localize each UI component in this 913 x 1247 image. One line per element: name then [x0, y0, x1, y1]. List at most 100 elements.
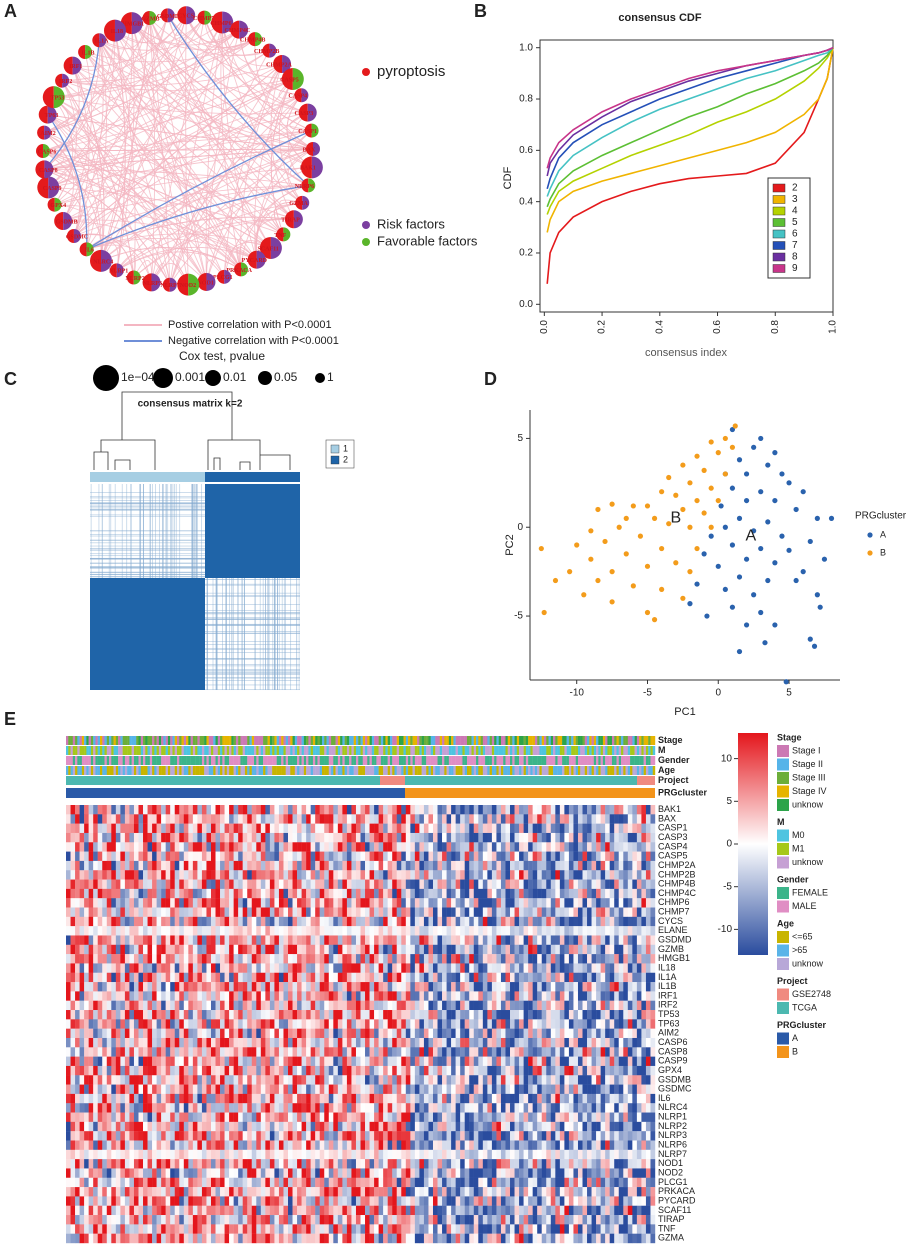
heatmap-cell [392, 832, 397, 843]
heatmap-cell [70, 944, 76, 955]
node-half [298, 103, 308, 122]
positive-edge [43, 23, 133, 134]
heatmap-cell [170, 870, 175, 880]
gene-node: NLRP2 [125, 270, 145, 285]
heatmap-cell [283, 832, 289, 843]
annotation-cell [464, 736, 468, 745]
heatmap-cell [537, 972, 542, 983]
heatmap-cell [306, 842, 311, 852]
heatmap-cell [428, 1019, 434, 1029]
heatmap-cell [188, 982, 194, 992]
heatmap-cell [188, 860, 194, 871]
heatmap-cell [84, 944, 89, 955]
heatmap-cell [419, 814, 425, 824]
heatmap-cell [568, 1000, 574, 1011]
heatmap-cell [346, 1010, 352, 1020]
heatmap-cell [482, 805, 488, 815]
annotation-cell [423, 766, 427, 775]
heatmap-cell [161, 832, 166, 843]
heatmap-cell [600, 870, 606, 880]
heatmap-cell [609, 916, 615, 927]
annotation-cell [414, 766, 418, 775]
heatmap-cell [396, 963, 402, 973]
annotation-cell [109, 736, 112, 745]
heatmap-cell [641, 898, 647, 908]
heatmap-cell [641, 860, 647, 871]
heatmap-cell [550, 963, 556, 973]
heatmap-cell [641, 944, 647, 955]
heatmap-cell [523, 991, 529, 1001]
heatmap-cell [138, 1019, 144, 1029]
heatmap-cell [645, 898, 651, 908]
heatmap-cell [251, 814, 257, 824]
heatmap-cell [478, 972, 484, 983]
heatmap-cell [165, 972, 171, 983]
heatmap-cell [564, 851, 570, 862]
node-half [312, 141, 320, 156]
heatmap-cell [500, 879, 506, 890]
heatmap-cell [120, 935, 126, 945]
heatmap-cell [328, 972, 334, 983]
annotation-cell [331, 736, 334, 745]
heatmap-cell [442, 879, 447, 890]
heatmap-cell [455, 991, 461, 1001]
heatmap-cell [537, 888, 542, 899]
heatmap-cell [201, 832, 207, 843]
heatmap-cell [124, 944, 130, 955]
heatmap-cell [437, 907, 443, 918]
annotation-cell [389, 766, 393, 775]
heatmap-cell [106, 851, 112, 862]
gene-node: CASP1 [298, 123, 319, 138]
heatmap-cell [523, 944, 529, 955]
heatmap-cell [618, 1010, 624, 1020]
heatmap-cell [469, 814, 474, 824]
node-half [276, 227, 284, 242]
positive-edge [42, 150, 295, 220]
heatmap-cell [143, 898, 148, 908]
annotation-cell [451, 766, 454, 775]
annotation-cell [324, 746, 327, 755]
annotation-cell [72, 746, 76, 755]
heatmap-cell [546, 805, 551, 815]
heatmap-cell [555, 982, 561, 992]
heatmap-cell [129, 1010, 135, 1020]
heatmap-cell [242, 982, 248, 992]
heatmap-cell [242, 842, 248, 852]
heatmap-cell [351, 982, 357, 992]
heatmap-cell [591, 935, 597, 945]
annotation-cell [362, 766, 366, 775]
heatmap-cell [405, 814, 411, 824]
heatmap-cell [147, 832, 153, 843]
heatmap-cell [550, 935, 556, 945]
annotation-cell [571, 766, 574, 775]
heatmap-cell [88, 907, 94, 918]
positive-edge [42, 150, 102, 261]
heatmap-cell [288, 823, 293, 834]
heatmap-cell [541, 860, 547, 871]
heatmap-cell [532, 916, 538, 927]
heatmap-cell [374, 991, 379, 1001]
heatmap-cell [378, 954, 384, 964]
heatmap-cell [605, 972, 610, 983]
point [800, 489, 806, 495]
cdf-line [546, 47, 834, 233]
annotation-cell [294, 756, 298, 765]
heatmap-cell [111, 926, 117, 936]
heatmap-cell [297, 954, 302, 964]
heatmap-cell [573, 851, 579, 862]
positive-edge [185, 15, 189, 285]
annotation-cell [514, 756, 518, 765]
heatmap-cell [564, 907, 570, 918]
annotation-label: PRGcluster [658, 787, 708, 797]
annotation-cell [299, 736, 302, 745]
heatmap-cell [251, 879, 257, 890]
heatmap-cell [201, 926, 207, 936]
heatmap-cell [568, 991, 574, 1001]
annotation-cell [122, 746, 126, 755]
annotation-cell [648, 766, 651, 775]
heatmap-cell [641, 814, 647, 824]
annotation-cell [537, 736, 540, 745]
heatmap-cell [346, 926, 352, 936]
annotation-cell [129, 736, 132, 745]
heatmap-cell [546, 991, 551, 1001]
